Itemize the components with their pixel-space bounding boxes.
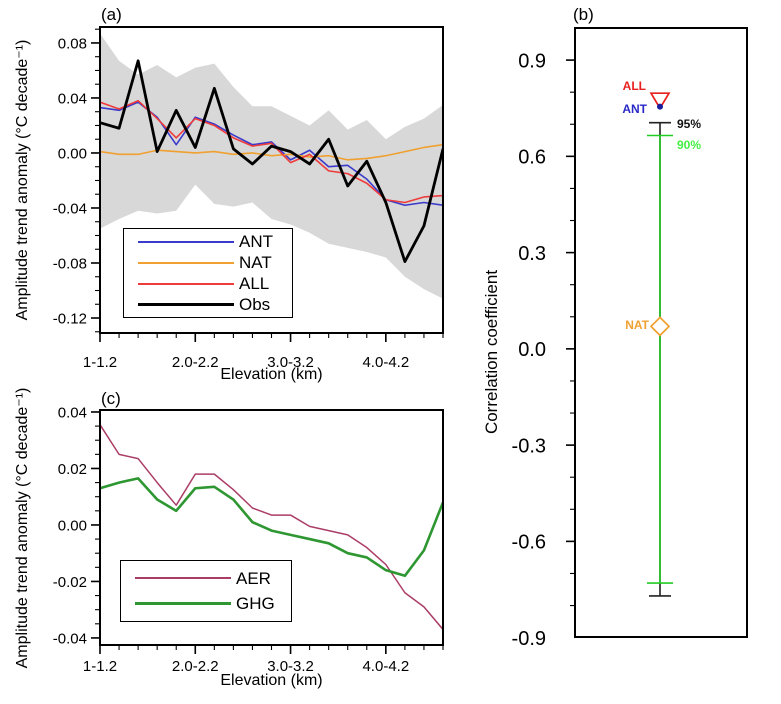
panel-b-ant-label: ANT [622, 102, 647, 116]
panel-c-y-axis: 0.04 0.02 0.00 -0.02 -0.04 [53, 404, 100, 647]
panel-c-x-axis: 1-1.2 2.0-2.2 3.0-3.2 4.0-4.2 [83, 645, 444, 675]
legend-label-aer: AER [236, 568, 271, 588]
obs-line-swatch [138, 303, 234, 306]
panel-b-y-tick-label: 0.9 [518, 50, 546, 72]
panel-a-x-tick-label: 3.0-3.2 [267, 354, 314, 371]
legend-item-ant: ANT [138, 233, 292, 250]
ghg-line-swatch [135, 602, 231, 606]
panel-a-x-tick-label: 4.0-4.2 [362, 354, 409, 371]
panel-b-y-tick-label: 0.3 [518, 243, 546, 265]
all-line-swatch [138, 282, 234, 285]
panel-b-90pct-label: 90% [677, 138, 702, 152]
panel-b-y-tick-label: 0.6 [518, 147, 546, 169]
legend-label-ant: ANT [239, 232, 273, 251]
panel-c-x-tick-label: 4.0-4.2 [362, 658, 409, 675]
legend-item-nat: NAT [138, 254, 292, 271]
panel-b-frame [574, 27, 748, 638]
panel-a-y-tick-label: -0.12 [53, 310, 87, 327]
panel-a-plot-area [100, 33, 443, 299]
panel-b-y-tick-label: -0.6 [512, 532, 546, 554]
panel-b-marker-ant [657, 103, 663, 110]
panel-a-legend: ANT NAT ALL Obs [123, 228, 293, 318]
panel-b-all-label: ALL [622, 79, 646, 93]
panel-a-tag: (a) [101, 5, 122, 24]
panel-a-x-tick-label: 2.0-2.2 [172, 354, 219, 371]
panel-a-y-tick-label: 0.04 [58, 90, 87, 107]
legend-item-all: ALL [138, 275, 292, 292]
panel-b-y-axis-title: Correlation coefficient [482, 269, 501, 435]
panel-b-interval-90pct [647, 134, 673, 584]
legend-label-nat: NAT [239, 253, 272, 272]
panel-c-frame [99, 409, 444, 646]
panel-b-95pct-label: 95% [677, 117, 702, 131]
panel-b-y-tick-label: -0.9 [512, 628, 546, 650]
panel-b-nat-label: NAT [625, 318, 649, 332]
panel-c-x-axis-title: Elevation (km) [220, 672, 323, 689]
panel-c-series-aer [100, 424, 443, 630]
legend-label-ghg: GHG [236, 594, 275, 614]
panel-c-y-tick-label: 0.02 [58, 461, 87, 478]
panel-a-uncertainty-band [100, 33, 443, 299]
panel-a-y-tick-label: -0.08 [53, 255, 87, 272]
panel-a-y-axis: 0.08 0.04 0.00 -0.04 -0.08 -0.12 [53, 28, 100, 333]
aer-line-swatch [135, 577, 231, 580]
nat-line-swatch [138, 261, 234, 264]
panel-b-y-axis: 0.9 0.6 0.3 0.0 -0.3 -0.6 -0.9 [512, 50, 575, 650]
legend-item-aer: AER [135, 570, 291, 587]
panel-c-y-tick-label: -0.02 [53, 574, 87, 591]
panel-a-frame [99, 26, 444, 334]
panel-b-y-tick-label: -0.3 [512, 435, 546, 457]
panel-b-marker-nat [649, 316, 671, 337]
panel-c-legend: AER GHG [120, 560, 292, 622]
panel-a-y-tick-label: -0.04 [53, 200, 87, 217]
legend-item-ghg: GHG [135, 595, 291, 612]
panel-c-x-tick-label: 2.0-2.2 [172, 658, 219, 675]
panel-a-x-axis-title: Elevation (km) [220, 366, 323, 383]
panel-c-y-tick-label: -0.04 [53, 630, 87, 647]
panel-c-x-tick-label: 1-1.2 [83, 658, 117, 675]
panel-b-tag: (b) [573, 5, 594, 24]
panel-c-y-tick-label: 0.04 [58, 404, 87, 421]
panel-a-x-tick-label: 1-1.2 [83, 354, 117, 371]
panel-a-y-axis-title: Amplitude trend anomaly (°C decade⁻¹) [14, 39, 31, 321]
panel-a-series-obs [100, 59, 443, 264]
legend-item-obs: Obs [138, 296, 292, 313]
panel-b-y-tick-label: 0.0 [518, 339, 546, 361]
legend-label-all: ALL [239, 274, 270, 293]
ant-line-swatch [138, 240, 234, 243]
panel-c-y-tick-label: 0.00 [58, 517, 87, 534]
panel-c-tag: (c) [101, 389, 121, 408]
legend-label-obs: Obs [239, 295, 271, 314]
panel-a-y-tick-label: 0.08 [58, 35, 87, 52]
panel-c-plot-area [100, 424, 443, 630]
panel-c-x-tick-label: 3.0-3.2 [267, 658, 314, 675]
panel-a-x-axis: 1-1.2 2.0-2.2 3.0-3.2 4.0-4.2 [83, 333, 444, 371]
panel-b-marker-all [649, 92, 671, 110]
panel-c-series-ghg [100, 477, 443, 578]
panel-a-y-tick-label: 0.00 [58, 145, 87, 162]
panel-c-y-axis-title: Amplitude trend anomaly (°C decade⁻¹) [14, 387, 31, 669]
